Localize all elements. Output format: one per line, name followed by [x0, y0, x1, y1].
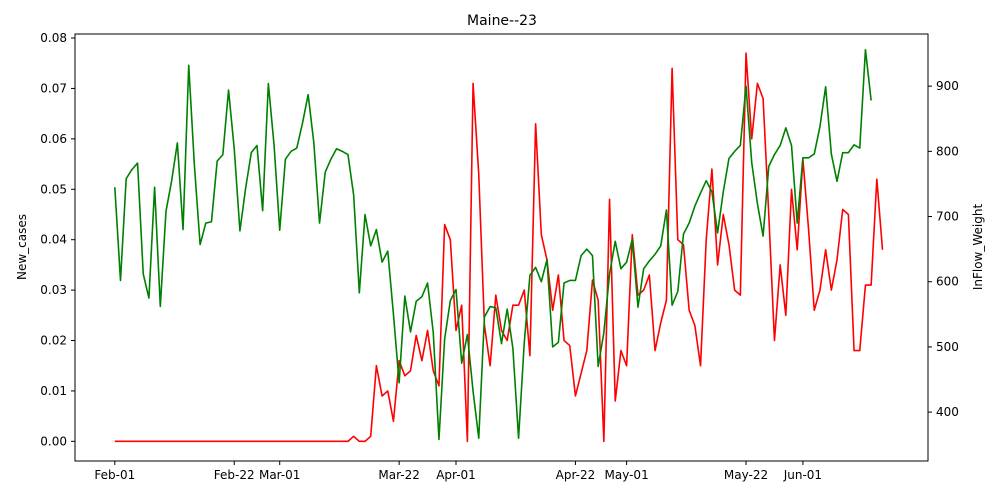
x-tick-label: Mar-01 — [259, 468, 300, 482]
y-left-tick-label: 0.07 — [40, 81, 67, 95]
series-line-inflow-weight — [114, 48, 872, 441]
x-tick-label: May-01 — [605, 468, 649, 482]
y-left-tick-label: 0.03 — [40, 283, 67, 297]
x-tick-label: May-22 — [724, 468, 768, 482]
y-axis-right-label: InFlow_Weight — [971, 204, 985, 291]
y-left-tick-label: 0.00 — [40, 434, 67, 448]
series-layer — [114, 48, 884, 443]
series-line-new-cases — [114, 52, 884, 443]
y-right-tick-label: 500 — [936, 340, 959, 354]
y-right-tick-label: 800 — [936, 144, 959, 158]
x-axis: Feb-01 Feb-22 Mar-01 Mar-22 Apr-01 Apr-22 May-… — [94, 461, 822, 482]
y-left-tick-label: 0.08 — [40, 31, 67, 45]
x-tick-label: Apr-22 — [556, 468, 596, 482]
x-tick-label: Mar-22 — [378, 468, 419, 482]
y-left-tick-label: 0.06 — [40, 132, 67, 146]
y-left-tick-label: 0.01 — [40, 384, 67, 398]
y-left-tick-label: 0.02 — [40, 334, 67, 348]
plot-area-frame — [74, 33, 929, 462]
y-right-tick-label: 400 — [936, 405, 959, 419]
x-tick-label: Apr-01 — [436, 468, 476, 482]
y-axis-right: 400 500 600 700 800 900 — [928, 79, 959, 419]
y-right-tick-label: 600 — [936, 275, 959, 289]
y-right-tick-label: 700 — [936, 210, 959, 224]
y-left-tick-label: 0.05 — [40, 182, 67, 196]
x-tick-label: Jun-01 — [783, 468, 822, 482]
y-axis-left: 0.00 0.01 0.02 0.03 0.04 0.05 0.06 0.07 0.08 — [40, 31, 75, 448]
x-tick-label: Feb-22 — [214, 468, 255, 482]
y-left-tick-label: 0.04 — [40, 233, 67, 247]
x-tick-label: Feb-01 — [94, 468, 135, 482]
y-right-tick-label: 900 — [936, 79, 959, 93]
chart-title: Maine--23 — [467, 13, 537, 29]
y-axis-left-label: New_cases — [15, 214, 29, 280]
